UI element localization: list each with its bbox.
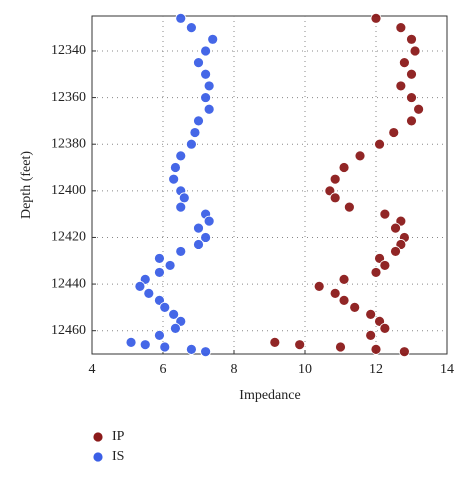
y-tick-label: 12420 (51, 230, 86, 245)
point (370, 267, 382, 278)
point (395, 22, 407, 34)
point (170, 322, 181, 334)
point (185, 22, 197, 34)
point (175, 246, 187, 257)
point (185, 343, 197, 355)
y-axis-title: Depth (feet) (19, 151, 34, 219)
point (168, 173, 180, 185)
x-axis-title: Impedance (239, 388, 300, 403)
point (413, 103, 425, 115)
point (398, 57, 410, 69)
point (200, 92, 212, 103)
x-tick-label: 4 (89, 362, 96, 377)
point (370, 12, 382, 24)
point (354, 150, 366, 162)
legend-marker (92, 451, 104, 463)
point (379, 322, 391, 334)
point (395, 80, 407, 92)
point (203, 215, 215, 227)
point (379, 208, 391, 220)
point (134, 280, 146, 292)
legend-label: IS (112, 449, 124, 464)
point (406, 115, 417, 127)
point (269, 336, 281, 348)
point (154, 267, 165, 278)
point (175, 150, 187, 162)
point (159, 301, 171, 313)
point (203, 103, 215, 115)
point (159, 341, 171, 353)
point (409, 45, 421, 57)
point (335, 341, 346, 353)
y-tick-label: 12380 (51, 136, 86, 151)
point (379, 260, 391, 271)
point (343, 201, 355, 213)
point (175, 12, 187, 24)
point (193, 57, 204, 69)
point (200, 68, 212, 80)
point (329, 192, 341, 204)
point (370, 343, 382, 355)
point (154, 253, 165, 264)
point (398, 346, 410, 358)
point (193, 239, 204, 250)
point (390, 246, 401, 257)
point (178, 192, 190, 204)
point (338, 162, 350, 173)
point (294, 339, 306, 351)
y-tick-label: 12340 (51, 43, 86, 58)
point (175, 201, 187, 213)
point (338, 274, 350, 285)
legend-marker (92, 431, 104, 443)
x-tick-label: 8 (231, 362, 238, 377)
x-tick-label: 10 (298, 362, 312, 377)
point (143, 287, 155, 299)
point (139, 339, 151, 351)
point (170, 162, 181, 173)
point (203, 80, 215, 92)
y-tick-label: 12400 (51, 183, 86, 198)
point (365, 329, 377, 341)
point (164, 260, 176, 271)
plot-frame (91, 15, 448, 355)
point (406, 68, 417, 80)
x-tick-label: 12 (369, 362, 383, 377)
point (374, 138, 385, 150)
point (338, 294, 350, 306)
point (388, 127, 400, 138)
point (207, 33, 219, 45)
point (329, 173, 341, 185)
point (329, 287, 341, 299)
point (189, 127, 201, 138)
point (193, 222, 204, 234)
point (406, 33, 417, 45)
y-tick-label: 12460 (51, 323, 86, 338)
legend-label: IP (112, 429, 125, 444)
point (349, 301, 361, 313)
point (200, 45, 212, 57)
point (185, 138, 197, 150)
point (313, 280, 325, 292)
x-tick-label: 6 (160, 362, 167, 377)
point (193, 115, 204, 127)
point (200, 232, 212, 243)
x-tick-label: 14 (440, 362, 454, 377)
point (168, 308, 180, 320)
point (390, 222, 401, 234)
point (365, 308, 377, 320)
point (406, 92, 417, 103)
point (200, 346, 212, 358)
y-tick-label: 12440 (51, 276, 86, 291)
point (125, 336, 137, 348)
y-tick-label: 12360 (51, 90, 86, 105)
point (154, 329, 165, 341)
